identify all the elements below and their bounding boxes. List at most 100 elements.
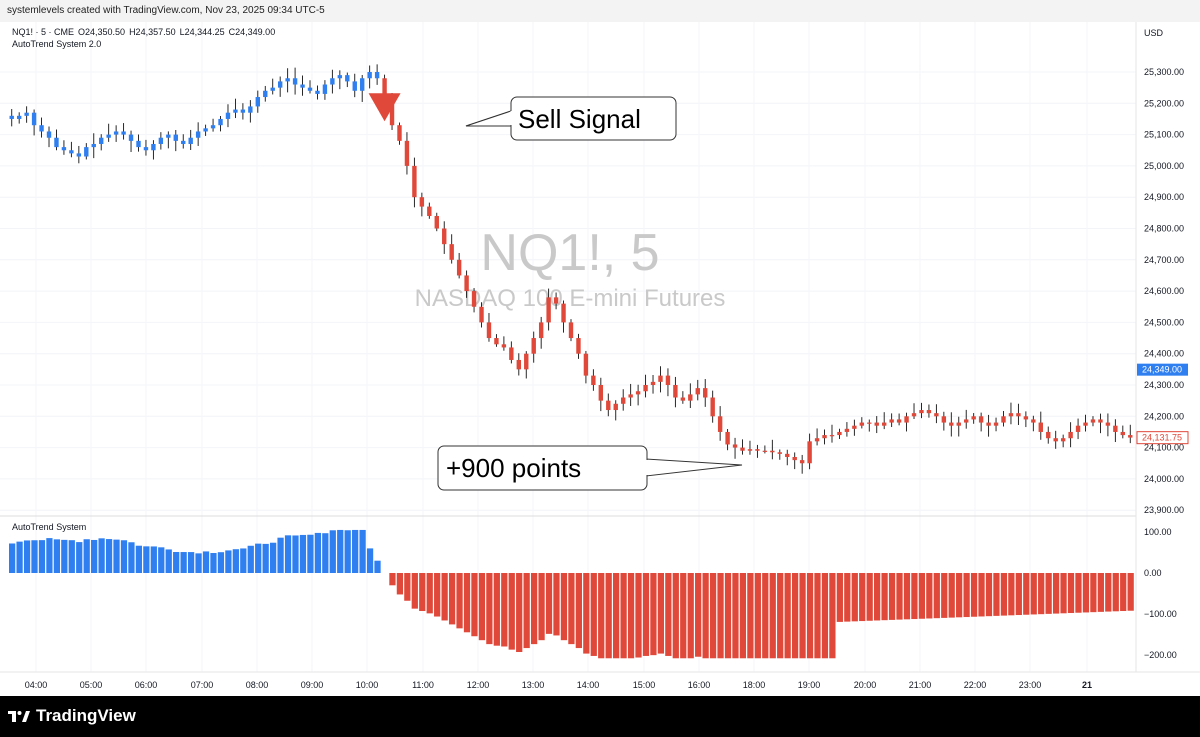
candle-body: [397, 125, 402, 141]
candle-body: [546, 297, 551, 323]
histogram-bar: [173, 551, 180, 573]
candle-body: [412, 165, 417, 198]
candle-body: [531, 338, 536, 354]
histogram-bar: [1105, 573, 1112, 612]
histogram-bar: [284, 535, 292, 573]
time-tick-label: 14:00: [577, 680, 600, 690]
price-tick-label: 24,300.00: [1144, 380, 1184, 390]
histogram-bar: [486, 573, 493, 645]
histogram-bar: [411, 573, 418, 609]
histogram-bar: [821, 573, 829, 659]
indicator-tick-label: 0.00: [1144, 568, 1162, 578]
candle-body: [419, 197, 425, 207]
histogram-bar: [687, 573, 694, 659]
histogram-bar: [135, 545, 143, 573]
histogram-bar: [985, 573, 993, 617]
candle-body: [717, 416, 723, 432]
histogram-bar: [352, 529, 359, 573]
candle-body: [844, 428, 850, 432]
sell-signal-marker: [368, 93, 401, 122]
histogram-bar: [978, 573, 985, 617]
candle-body: [583, 353, 589, 376]
histogram-bar: [702, 573, 709, 659]
candle-body: [330, 78, 335, 85]
histogram-bar: [888, 573, 896, 620]
histogram-bar: [113, 539, 120, 573]
candle-body: [233, 109, 238, 113]
histogram-bar: [1127, 573, 1134, 611]
last-price-tag: 24,349.00: [1137, 363, 1188, 376]
price-tick-label: 24,200.00: [1144, 411, 1184, 421]
candle-body: [181, 140, 186, 144]
candle-body: [561, 303, 566, 323]
histogram-bar: [538, 573, 545, 641]
histogram-series: [9, 529, 1134, 659]
tradingview-logo[interactable]: TradingView: [8, 706, 136, 726]
candle-body: [993, 422, 999, 426]
histogram-bar: [1023, 573, 1030, 615]
histogram-bar: [202, 551, 210, 573]
histogram-bar: [903, 573, 911, 620]
histogram-bar: [508, 573, 515, 650]
candle-body: [91, 143, 96, 148]
histogram-bar: [322, 533, 329, 573]
chart-canvas[interactable]: NQ1!, 5 NASDAQ 100 E-mini Futures NQ1! ·…: [0, 22, 1200, 696]
candle-body: [949, 422, 954, 426]
candle-body: [703, 388, 708, 398]
candle-body: [568, 322, 574, 339]
candle-body: [54, 137, 59, 148]
indicator-tick-label: 100.00: [1144, 527, 1172, 537]
candle-body: [591, 375, 596, 385]
candle-body: [1128, 435, 1133, 438]
histogram-bar: [859, 573, 866, 622]
histogram-bar: [836, 573, 843, 622]
candle-body: [99, 137, 104, 144]
histogram-bar: [404, 573, 411, 601]
histogram-bar: [933, 573, 940, 619]
candle-body: [524, 353, 529, 370]
histogram-bar: [493, 573, 500, 646]
candle-body: [128, 134, 134, 141]
candle-body: [934, 413, 939, 417]
candle-body: [777, 452, 782, 454]
chart-panel[interactable]: NQ1!, 5 NASDAQ 100 E-mini Futures NQ1! ·…: [0, 22, 1200, 696]
candle-body: [613, 403, 618, 411]
candle-body: [635, 391, 641, 395]
candle-body: [964, 419, 969, 423]
histogram-bar: [1030, 573, 1037, 615]
histogram-bar: [38, 540, 46, 573]
histogram-bar: [635, 573, 642, 658]
histogram-bar: [143, 546, 150, 573]
candle-body: [367, 72, 372, 79]
histogram-bar: [314, 532, 321, 573]
histogram-bar: [598, 573, 605, 659]
time-tick-label: 09:00: [301, 680, 324, 690]
histogram-bar: [120, 540, 128, 573]
candle-body: [24, 112, 29, 116]
candle-body: [9, 115, 14, 119]
histogram-bar: [232, 549, 239, 573]
histogram-bar: [225, 550, 232, 573]
histogram-bar: [359, 529, 366, 573]
candle-body: [404, 140, 410, 166]
time-tick-label: 18:00: [743, 680, 766, 690]
histogram-bar: [217, 552, 225, 573]
candle-body: [374, 72, 380, 79]
histogram-bar: [941, 573, 948, 618]
histogram-bar: [553, 573, 560, 636]
histogram-bar: [568, 573, 575, 645]
points-callout: +900 points: [437, 445, 743, 491]
footer-bar: TradingView: [0, 696, 1200, 737]
candle-body: [665, 375, 671, 385]
candle-body: [941, 416, 947, 423]
candle-body: [755, 449, 760, 451]
time-tick-label: 13:00: [522, 680, 545, 690]
candle-body: [650, 381, 656, 385]
candle-body: [814, 438, 820, 442]
histogram-bar: [791, 573, 799, 659]
candle-body: [688, 394, 693, 401]
candle-body: [1038, 422, 1043, 432]
time-axis-labels: 04:00 05:00 06:00 07:00 08:00 09:00 10:00 11:00…: [25, 680, 1092, 690]
histogram-bar: [784, 573, 791, 659]
